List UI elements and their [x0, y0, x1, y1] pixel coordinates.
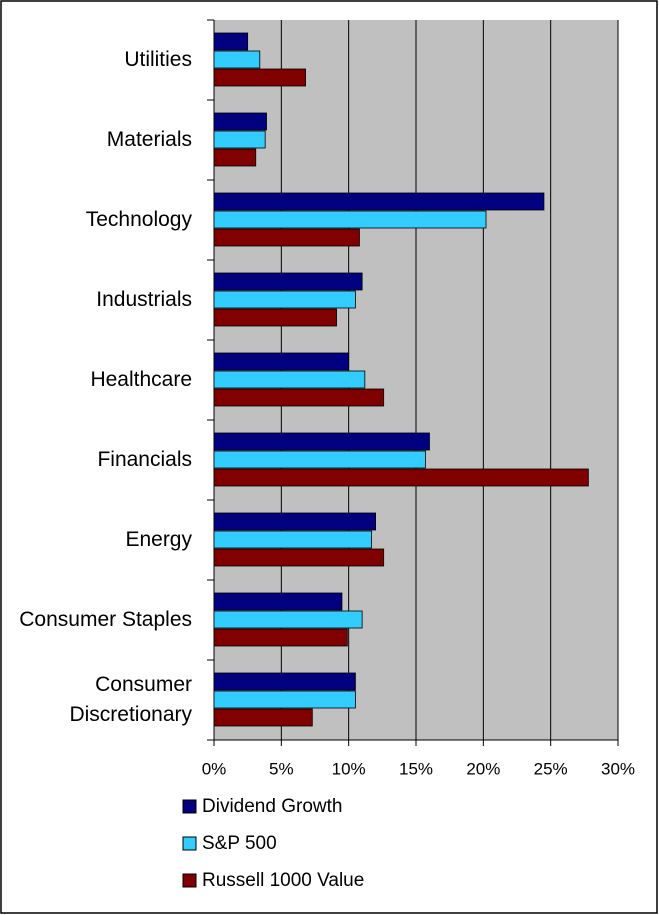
y-tick-label: Energy: [125, 528, 192, 551]
bar: [213, 112, 267, 131]
bar: [213, 672, 356, 691]
bar: [213, 708, 313, 727]
bar: [213, 592, 343, 611]
bar: [213, 468, 589, 487]
bar: [213, 548, 385, 567]
y-tick-label: Technology: [85, 208, 192, 231]
bar: [213, 352, 350, 371]
legend-label: Dividend Growth: [202, 796, 342, 817]
bar: [213, 432, 430, 451]
y-tick-label: Consumer Staples: [19, 608, 192, 631]
bar: [213, 130, 266, 149]
bar: [213, 50, 261, 69]
y-tick-label: Utilities: [124, 48, 192, 71]
x-tick-label: 25%: [534, 759, 568, 778]
bar: [213, 228, 360, 247]
x-tick-label: 20%: [466, 759, 500, 778]
bar: [213, 388, 385, 407]
bar: [213, 308, 337, 327]
bar: [213, 370, 366, 389]
legend-label: Russell 1000 Value: [202, 870, 364, 891]
bar: [213, 290, 356, 309]
x-tick-label: 10%: [332, 759, 366, 778]
bar: [213, 272, 363, 291]
bar: [213, 690, 356, 709]
legend-swatch: [182, 836, 197, 851]
x-tick-label: 30%: [601, 759, 635, 778]
x-tick-label: 5%: [269, 759, 294, 778]
bar: [213, 192, 545, 211]
legend-label: S&P 500: [202, 833, 277, 854]
y-tick-label: Materials: [106, 128, 192, 151]
x-tick-label: 0%: [202, 759, 227, 778]
bar: [213, 530, 372, 549]
legend-swatch: [182, 799, 197, 814]
bar: [213, 512, 377, 531]
y-tick-label: Financials: [97, 448, 192, 471]
y-tick-label: Industrials: [96, 288, 192, 311]
bar: [213, 68, 306, 87]
y-tick-label: Consumer Discretionary: [69, 673, 192, 726]
legend-swatch: [182, 873, 197, 888]
bar: [213, 450, 426, 469]
bar: [213, 148, 257, 167]
bar: [213, 610, 363, 629]
bar: [213, 210, 487, 229]
x-tick-label: 15%: [399, 759, 433, 778]
bar: [213, 32, 249, 51]
bar: [213, 628, 348, 647]
y-tick-label: Healthcare: [90, 368, 192, 391]
